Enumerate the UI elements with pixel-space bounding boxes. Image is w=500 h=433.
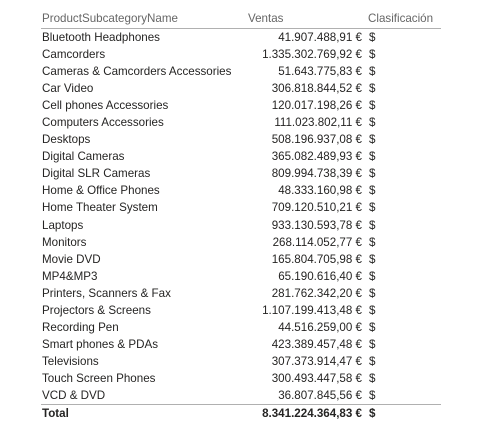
- row-clasificacion-value: $: [369, 201, 376, 215]
- table-row[interactable]: Televisions 307.373.914,47 € $: [41, 353, 441, 370]
- table-row[interactable]: Recording Pen 44.516.259,00 € $: [41, 319, 441, 336]
- table-row[interactable]: VCD & DVD 36.807.845,56 € $: [41, 387, 441, 404]
- row-ventas-value: 111.023.802,11 €: [274, 116, 362, 130]
- row-clasificacion-value: $: [369, 133, 376, 147]
- table-row[interactable]: Desktops 508.196.937,08 € $: [41, 131, 441, 148]
- table-row[interactable]: Monitors 268.114.052,77 € $: [41, 234, 441, 251]
- row-product-name: Monitors: [42, 235, 87, 249]
- row-ventas-value: 36.807.845,56 €: [278, 388, 362, 402]
- row-ventas-value: 165.804.705,98 €: [271, 252, 362, 266]
- row-product-name: Touch Screen Phones: [42, 371, 156, 385]
- row-product-name: Digital Cameras: [42, 150, 125, 164]
- table-row[interactable]: Smart phones & PDAs 423.389.457,48 € $: [41, 336, 441, 353]
- row-ventas-value: 933.130.593,78 €: [271, 218, 362, 232]
- table-row[interactable]: Projectors & Screens 1.107.199.413,48 € $: [41, 302, 441, 319]
- row-product-name: Laptops: [42, 218, 84, 232]
- row-clasificacion-value: $: [369, 167, 376, 181]
- row-product-name: Cameras & Camcorders Accessories: [42, 65, 232, 79]
- table-row[interactable]: Movie DVD 165.804.705,98 € $: [41, 251, 441, 268]
- row-clasificacion-value: $: [369, 65, 376, 79]
- row-ventas-value: 41.907.488,91 €: [278, 31, 362, 44]
- row-product-name: Printers, Scanners & Fax: [42, 286, 171, 300]
- total-ventas-value: 8.341.224.364,83 €: [262, 407, 362, 421]
- total-clasificacion-value: $: [369, 407, 376, 421]
- row-ventas-value: 51.643.775,83 €: [278, 65, 362, 79]
- row-ventas-value: 306.818.844,52 €: [271, 82, 362, 96]
- column-header-ventas[interactable]: Ventas: [248, 12, 284, 25]
- row-product-name: Car Video: [42, 82, 94, 96]
- row-ventas-value: 709.120.510,21 €: [271, 201, 362, 215]
- table-row[interactable]: Camcorders 1.335.302.769,92 € $: [41, 46, 441, 63]
- row-ventas-value: 423.389.457,48 €: [271, 337, 362, 351]
- row-ventas-value: 1.107.199.413,48 €: [262, 303, 362, 317]
- table-row[interactable]: Laptops 933.130.593,78 € $: [41, 217, 441, 234]
- row-clasificacion-value: $: [369, 371, 376, 385]
- row-clasificacion-value: $: [369, 269, 376, 283]
- row-product-name: Cell phones Accessories: [42, 99, 169, 113]
- table-row[interactable]: Car Video 306.818.844,52 € $: [41, 80, 441, 97]
- row-clasificacion-value: $: [369, 252, 376, 266]
- row-ventas-value: 809.994.738,39 €: [271, 167, 362, 181]
- table-row[interactable]: Cell phones Accessories 120.017.198,26 € $: [41, 97, 441, 114]
- row-product-name: Televisions: [42, 354, 99, 368]
- row-ventas-value: 48.333.160,98 €: [278, 184, 362, 198]
- row-product-name: Camcorders: [42, 48, 106, 62]
- row-ventas-value: 307.373.914,47 €: [271, 354, 362, 368]
- row-clasificacion-value: $: [369, 150, 376, 164]
- table-row[interactable]: Digital Cameras 365.082.489,93 € $: [41, 148, 441, 165]
- row-clasificacion-value: $: [369, 320, 376, 334]
- table-row[interactable]: MP4&MP3 65.190.616,40 € $: [41, 268, 441, 285]
- row-product-name: Movie DVD: [42, 252, 101, 266]
- row-ventas-value: 44.516.259,00 €: [278, 320, 362, 334]
- row-product-name: Computers Accessories: [42, 116, 164, 130]
- row-clasificacion-value: $: [369, 388, 376, 402]
- row-product-name: Home Theater System: [42, 201, 158, 215]
- row-clasificacion-value: $: [369, 235, 376, 249]
- row-product-name: VCD & DVD: [42, 388, 106, 402]
- row-ventas-value: 120.017.198,26 €: [271, 99, 362, 113]
- row-ventas-value: 365.082.489,93 €: [271, 150, 362, 164]
- row-product-name: Digital SLR Cameras: [42, 167, 151, 181]
- table-row[interactable]: Cameras & Camcorders Accessories 51.643.7…: [41, 63, 441, 80]
- row-clasificacion-value: $: [369, 337, 376, 351]
- table-total-row: Total 8.341.224.364,83 € $: [41, 404, 441, 422]
- row-product-name: Recording Pen: [42, 320, 119, 334]
- row-clasificacion-value: $: [369, 82, 376, 96]
- table-row[interactable]: Printers, Scanners & Fax 281.762.342,20 €…: [41, 285, 441, 302]
- row-clasificacion-value: $: [369, 48, 376, 62]
- row-product-name: Bluetooth Headphones: [42, 31, 160, 44]
- sales-table: ProductSubcategoryName Ventas Clasificac…: [41, 10, 441, 422]
- row-ventas-value: 300.493.447,58 €: [271, 371, 362, 385]
- row-ventas-value: 1.335.302.769,92 €: [262, 48, 362, 62]
- row-ventas-value: 65.190.616,40 €: [278, 269, 362, 283]
- table-header-row: ProductSubcategoryName Ventas Clasificac…: [41, 10, 441, 29]
- row-ventas-value: 508.196.937,08 €: [271, 133, 362, 147]
- table-row[interactable]: Digital SLR Cameras 809.994.738,39 € $: [41, 165, 441, 182]
- row-product-name: MP4&MP3: [42, 269, 98, 283]
- table-row[interactable]: Home Theater System 709.120.510,21 € $: [41, 199, 441, 216]
- row-clasificacion-value: $: [369, 354, 376, 368]
- row-clasificacion-value: $: [369, 303, 376, 317]
- table-row[interactable]: Bluetooth Headphones 41.907.488,91 € $: [41, 29, 441, 46]
- row-ventas-value: 281.762.342,20 €: [271, 286, 362, 300]
- table-body: Bluetooth Headphones 41.907.488,91 € $ Camc…: [41, 29, 441, 404]
- column-header-clasificacion[interactable]: Clasificación: [368, 12, 434, 25]
- row-product-name: Home & Office Phones: [42, 184, 160, 198]
- row-clasificacion-value: $: [369, 99, 376, 113]
- row-ventas-value: 268.114.052,77 €: [272, 235, 362, 249]
- row-clasificacion-value: $: [369, 184, 376, 198]
- table-row[interactable]: Home & Office Phones 48.333.160,98 € $: [41, 182, 441, 199]
- row-clasificacion-value: $: [369, 116, 376, 130]
- row-clasificacion-value: $: [369, 218, 376, 232]
- table-row[interactable]: Touch Screen Phones 300.493.447,58 € $: [41, 370, 441, 387]
- total-label: Total: [42, 407, 69, 421]
- row-product-name: Smart phones & PDAs: [42, 337, 158, 351]
- row-clasificacion-value: $: [369, 286, 376, 300]
- row-product-name: Desktops: [42, 133, 91, 147]
- row-product-name: Projectors & Screens: [42, 303, 151, 317]
- row-clasificacion-value: $: [369, 31, 376, 44]
- column-header-product-subcategory[interactable]: ProductSubcategoryName: [42, 12, 178, 25]
- table-row[interactable]: Computers Accessories 111.023.802,11 € $: [41, 114, 441, 131]
